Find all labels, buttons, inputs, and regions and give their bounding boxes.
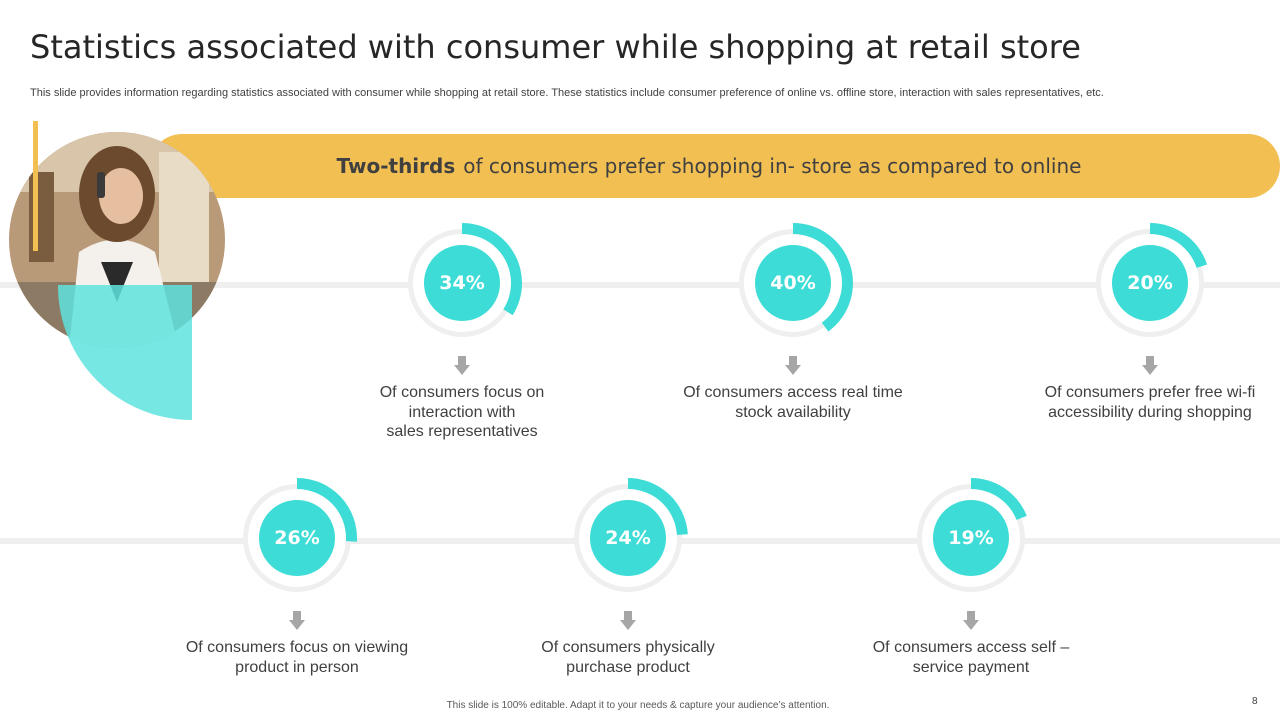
percent-ring	[1090, 223, 1210, 343]
percent-value: 26%	[274, 527, 320, 549]
stat-description: Of consumers access self – service payme…	[872, 639, 1070, 676]
banner-message: of consumers prefer shopping in- store a…	[463, 154, 1082, 178]
down-arrow-icon	[963, 611, 979, 630]
banner-highlight: Two-thirds	[336, 154, 456, 178]
stat-description: Of consumers access real time stock avai…	[683, 384, 903, 421]
stat-description: Of consumers physically purchase product	[541, 639, 715, 676]
down-arrow-icon	[1142, 356, 1158, 375]
percent-ring	[733, 223, 853, 343]
down-arrow-icon	[454, 356, 470, 375]
down-arrow-icon	[620, 611, 636, 630]
stat-description: Of consumers focus on interaction with s…	[379, 384, 545, 440]
percent-value: 40%	[770, 272, 816, 294]
banner-text: Two-thirds of consumers prefer shopping …	[150, 134, 1268, 198]
stat-description: Of consumers focus on viewing product in…	[185, 639, 409, 676]
accent-bar	[33, 121, 38, 251]
stat-description: Of consumers prefer free wi-fi accessibi…	[1044, 384, 1256, 421]
percent-ring	[911, 478, 1031, 598]
slide-footer: This slide is 100% editable. Adapt it to…	[446, 700, 830, 711]
percent-value: 34%	[439, 272, 485, 294]
teal-decoration	[58, 285, 192, 420]
percent-ring	[237, 478, 357, 598]
slide-subtitle: This slide provides information regardin…	[30, 87, 1104, 99]
page-number: 8	[1252, 696, 1258, 707]
connector-line-top	[0, 282, 1280, 288]
highlight-banner	[150, 134, 1280, 198]
percent-value: 19%	[948, 527, 994, 549]
slide-title: Statistics associated with consumer whil…	[30, 28, 1081, 66]
down-arrow-icon	[289, 611, 305, 630]
percent-value: 24%	[605, 527, 651, 549]
percent-value: 20%	[1127, 272, 1173, 294]
down-arrow-icon	[785, 356, 801, 375]
percent-ring	[568, 478, 688, 598]
percent-ring	[402, 223, 522, 343]
